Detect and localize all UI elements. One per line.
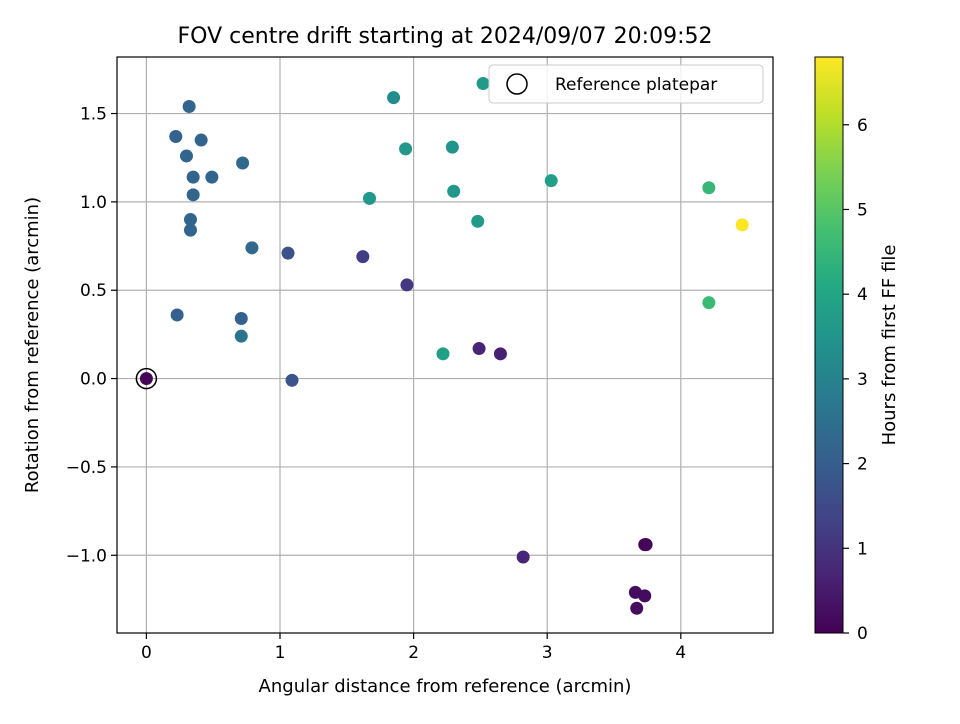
data-point [363,191,377,205]
data-point [493,347,507,361]
data-point [702,181,716,195]
x-tick-label: 0 [141,643,152,663]
data-point [400,278,414,292]
colorbar: 0 1 2 3 4 5 6 Hours from first FF file [814,56,900,644]
data-point [356,250,370,264]
data-point [186,188,200,202]
data-point [447,184,461,198]
data-points [139,77,749,615]
x-tick-label: 2 [408,643,419,663]
grid [117,57,773,633]
legend-box [488,64,764,104]
data-point [183,223,197,237]
colorbar-tick-label: 5 [857,200,868,220]
data-point [285,373,299,387]
reference-platepar-marker [135,367,158,390]
data-point [399,142,413,156]
data-point [183,213,197,227]
plot-frame [116,56,774,634]
x-tick-label: 4 [675,643,686,663]
data-point [245,241,259,255]
data-point [281,246,295,260]
legend: Reference platepar [488,64,764,104]
y-axis-label: Rotation from reference (arcmin) [22,197,43,493]
data-point [472,342,486,356]
data-point [236,156,250,170]
x-tick-label: 3 [542,643,553,663]
data-point [544,174,558,188]
data-point [702,296,716,310]
x-axis-ticks: 0 1 2 3 4 [141,633,686,663]
data-point [170,308,184,322]
y-tick-label: 0.0 [80,370,107,390]
data-point [387,91,401,105]
data-point [630,601,644,615]
data-point [179,149,193,163]
y-axis-ticks: −1.0 −0.5 0.0 0.5 1.0 1.5 [66,105,117,566]
data-point [639,538,653,552]
x-axis-label: Angular distance from reference (arcmin) [259,676,632,697]
data-point [516,550,530,564]
data-point [186,170,200,184]
y-tick-label: 0.5 [80,281,107,301]
data-point [194,133,208,147]
colorbar-tick-label: 2 [857,455,868,475]
colorbar-gradient [814,56,844,634]
data-point [638,589,652,603]
data-point [445,140,459,154]
data-point [169,130,183,144]
y-tick-label: 1.5 [80,105,107,125]
colorbar-tick-label: 4 [857,285,868,305]
data-point [471,214,485,228]
data-point [234,329,248,343]
y-tick-label: −0.5 [66,458,107,478]
colorbar-label: Hours from first FF file [879,245,900,446]
chart-title: FOV centre drift starting at 2024/09/07 … [178,24,713,49]
colorbar-tick-label: 0 [857,624,868,644]
data-point [139,372,153,386]
data-point [234,311,248,325]
data-point [735,218,749,232]
reference-marker [135,367,158,390]
x-tick-label: 1 [275,643,286,663]
data-point [182,99,196,113]
data-point [436,347,450,361]
colorbar-tick-label: 1 [857,539,868,559]
colorbar-ticks: 0 1 2 3 4 5 6 [843,116,868,644]
data-point [205,170,219,184]
colorbar-tick-label: 6 [857,116,868,136]
plot-area [117,57,773,633]
legend-marker-icon [506,73,528,95]
y-tick-label: −1.0 [66,546,107,566]
data-point [476,77,490,91]
colorbar-tick-label: 3 [857,370,868,390]
legend-label: Reference platepar [555,75,717,95]
y-tick-label: 1.0 [80,193,107,213]
